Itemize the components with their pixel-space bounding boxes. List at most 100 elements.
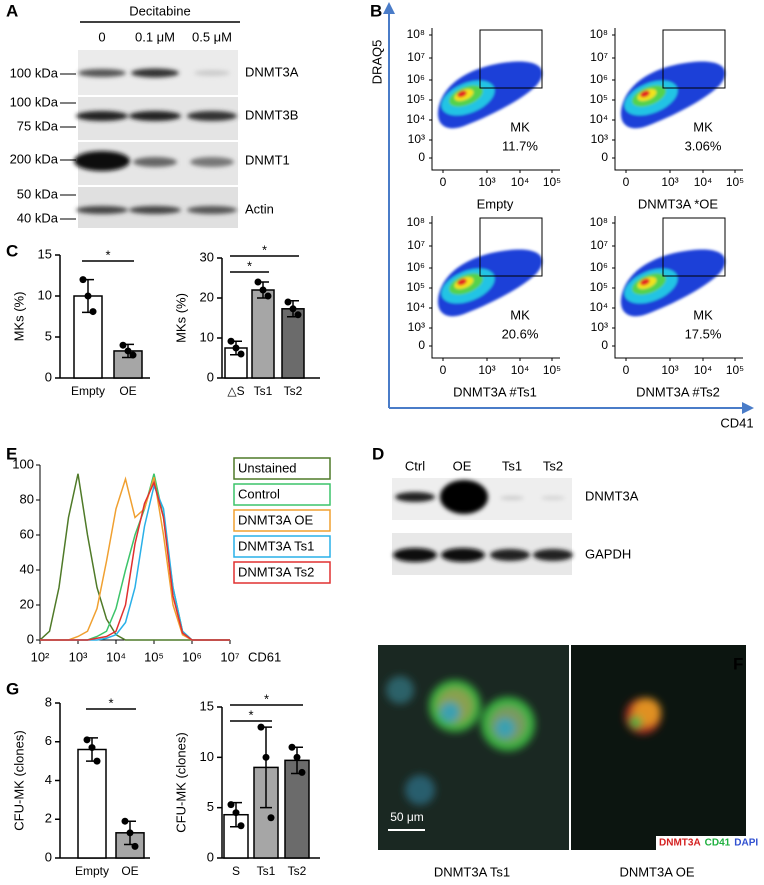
data-point bbox=[89, 308, 97, 316]
legend-label: DNMT3A OE bbox=[238, 512, 313, 527]
blot-a bbox=[74, 21, 240, 228]
gate-percent: 3.06% bbox=[685, 138, 722, 153]
y-tick-label: 10 bbox=[200, 749, 214, 764]
data-point bbox=[79, 276, 87, 284]
gate-label: MK bbox=[510, 119, 530, 134]
caption: DNMT3A Ts1 bbox=[434, 864, 510, 879]
stain-label: DAPI bbox=[734, 838, 758, 849]
bar bbox=[281, 308, 305, 379]
y-tick-label: 10⁶ bbox=[407, 72, 425, 86]
y-tick-label: 0 bbox=[601, 338, 608, 352]
protein-label: DNMT3A bbox=[245, 64, 299, 79]
gate-label: MK bbox=[693, 307, 713, 322]
y-tick-label: 5 bbox=[45, 328, 52, 343]
y-tick-label: 10⁶ bbox=[407, 260, 425, 274]
y-tick-label: 10⁶ bbox=[590, 260, 608, 274]
y-tick-label: 0 bbox=[418, 150, 425, 164]
data-point bbox=[262, 753, 270, 761]
data-point bbox=[254, 278, 262, 286]
data-point bbox=[121, 817, 129, 825]
y-tick-label: 10⁴ bbox=[589, 112, 608, 126]
marker-label: 40 kDa bbox=[17, 210, 59, 225]
x-tick-label: 10⁴ bbox=[511, 175, 530, 189]
category-label: Empty bbox=[71, 384, 105, 398]
x-tick-label: 10² bbox=[31, 649, 50, 664]
y-tick-label: 100 bbox=[12, 456, 34, 471]
category-label: Ts1 bbox=[254, 384, 273, 398]
data-point bbox=[227, 337, 235, 345]
flow-axes bbox=[383, 2, 754, 414]
series-line bbox=[39, 473, 230, 641]
lane-label: OE bbox=[453, 458, 472, 473]
y-tick-label: 0 bbox=[207, 369, 214, 384]
plot-axes bbox=[431, 28, 560, 171]
series-line bbox=[40, 473, 230, 641]
x-tick-label: 0 bbox=[440, 175, 447, 189]
x-tick-label: 0 bbox=[623, 363, 630, 377]
x-tick-label: 10⁷ bbox=[220, 649, 239, 664]
protein-label: Actin bbox=[245, 201, 274, 216]
protein-label: GAPDH bbox=[585, 546, 631, 561]
x-tick-label: 10⁴ bbox=[694, 363, 713, 377]
scale-bar-label: 50 μm bbox=[390, 810, 424, 824]
y-tick-label: 20 bbox=[200, 289, 214, 304]
lane-label: 0.1 μM bbox=[135, 29, 175, 44]
gate-label: MK bbox=[510, 307, 530, 322]
data-point bbox=[264, 292, 272, 300]
y-tick-label: 0 bbox=[418, 338, 425, 352]
data-point bbox=[88, 744, 96, 752]
y-tick-label: 10⁵ bbox=[590, 280, 608, 294]
marker-label: 50 kDa bbox=[17, 186, 59, 201]
gate-percent: 11.7% bbox=[502, 138, 538, 153]
category-label: Ts2 bbox=[288, 864, 307, 878]
data-point bbox=[232, 809, 240, 817]
y-tick-label: 10⁴ bbox=[406, 300, 425, 314]
data-point bbox=[298, 768, 306, 776]
x-axis-label: CD61 bbox=[248, 649, 281, 664]
y-tick-label: 8 bbox=[45, 694, 52, 709]
y-tick-label: 10⁸ bbox=[590, 27, 608, 41]
density-plot bbox=[619, 62, 725, 129]
density-plot bbox=[436, 62, 542, 129]
gate-percent: 20.6% bbox=[502, 326, 539, 341]
plot-axes bbox=[431, 216, 560, 359]
data-point bbox=[237, 350, 245, 358]
y-tick-label: 40 bbox=[20, 561, 34, 576]
density-plot bbox=[619, 250, 725, 317]
data-point bbox=[126, 829, 134, 837]
axis-label: DRAQ5 bbox=[369, 40, 384, 85]
x-tick-label: 10³ bbox=[661, 175, 678, 189]
legend-label: DNMT3A Ts1 bbox=[238, 538, 314, 553]
panel-label: B bbox=[370, 1, 382, 20]
marker-label: 100 kDa bbox=[10, 94, 59, 109]
axes bbox=[39, 465, 230, 641]
y-tick-label: 0 bbox=[601, 150, 608, 164]
significance-label: * bbox=[248, 707, 253, 722]
bar bbox=[77, 748, 107, 859]
x-tick-label: 0 bbox=[440, 363, 447, 377]
data-point bbox=[83, 736, 91, 744]
y-tick-label: 6 bbox=[45, 733, 52, 748]
stain-label: DNMT3A bbox=[659, 838, 701, 849]
y-tick-label: 0 bbox=[45, 369, 52, 384]
y-axis-label: CFU-MK (clones) bbox=[173, 732, 188, 832]
category-label: OE bbox=[119, 384, 136, 398]
caption: DNMT3A OE bbox=[619, 864, 694, 879]
data-point bbox=[257, 723, 265, 731]
y-tick-label: 10³ bbox=[591, 132, 608, 146]
gate bbox=[479, 217, 543, 277]
y-tick-label: 10⁷ bbox=[590, 50, 608, 64]
category-label: Ts2 bbox=[284, 384, 303, 398]
panel-label: D bbox=[372, 444, 384, 463]
data-point bbox=[227, 801, 235, 809]
lane-label: Ctrl bbox=[405, 458, 425, 473]
category-label: Ts1 bbox=[257, 864, 276, 878]
category-label: △S bbox=[227, 384, 244, 398]
y-tick-label: 60 bbox=[20, 526, 34, 541]
y-tick-label: 10 bbox=[38, 287, 52, 302]
bar bbox=[284, 759, 310, 859]
legend-box bbox=[233, 561, 331, 584]
lane-label: Ts2 bbox=[543, 458, 563, 473]
marker-label: 75 kDa bbox=[17, 118, 59, 133]
